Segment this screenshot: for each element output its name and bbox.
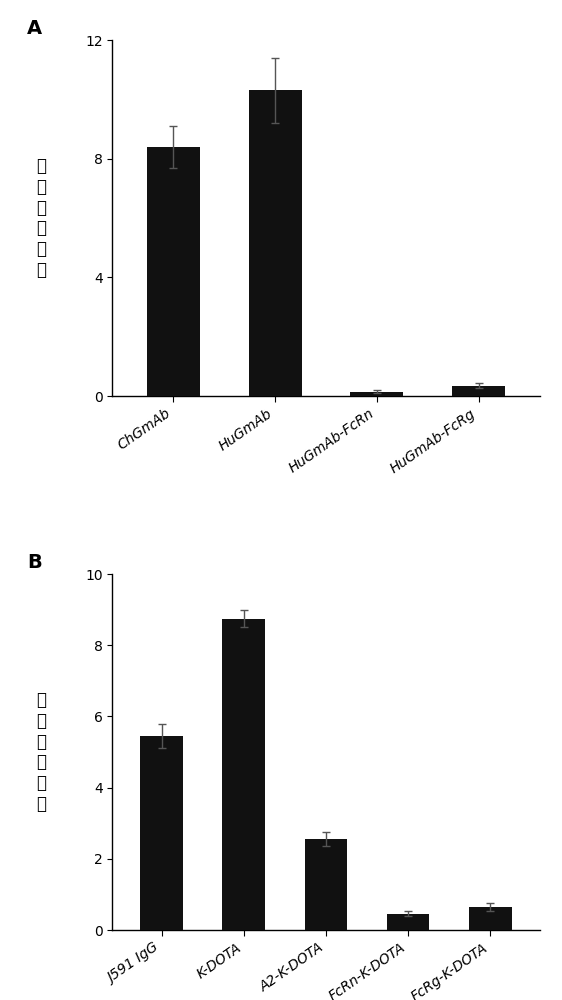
Bar	[223, 618, 265, 930]
Bar	[350, 392, 404, 396]
Bar	[140, 736, 183, 930]
Bar	[469, 907, 511, 930]
Bar	[305, 839, 347, 930]
Bar	[248, 90, 302, 396]
Bar	[387, 914, 429, 930]
Bar	[147, 147, 200, 396]
Y-axis label: 半
衰
期
（
天
）: 半 衰 期 （ 天 ）	[36, 691, 46, 813]
Bar	[452, 386, 505, 396]
Text: B: B	[27, 553, 42, 572]
Text: A: A	[27, 19, 42, 38]
Y-axis label: 半
衰
期
（
天
）: 半 衰 期 （ 天 ）	[36, 157, 46, 279]
